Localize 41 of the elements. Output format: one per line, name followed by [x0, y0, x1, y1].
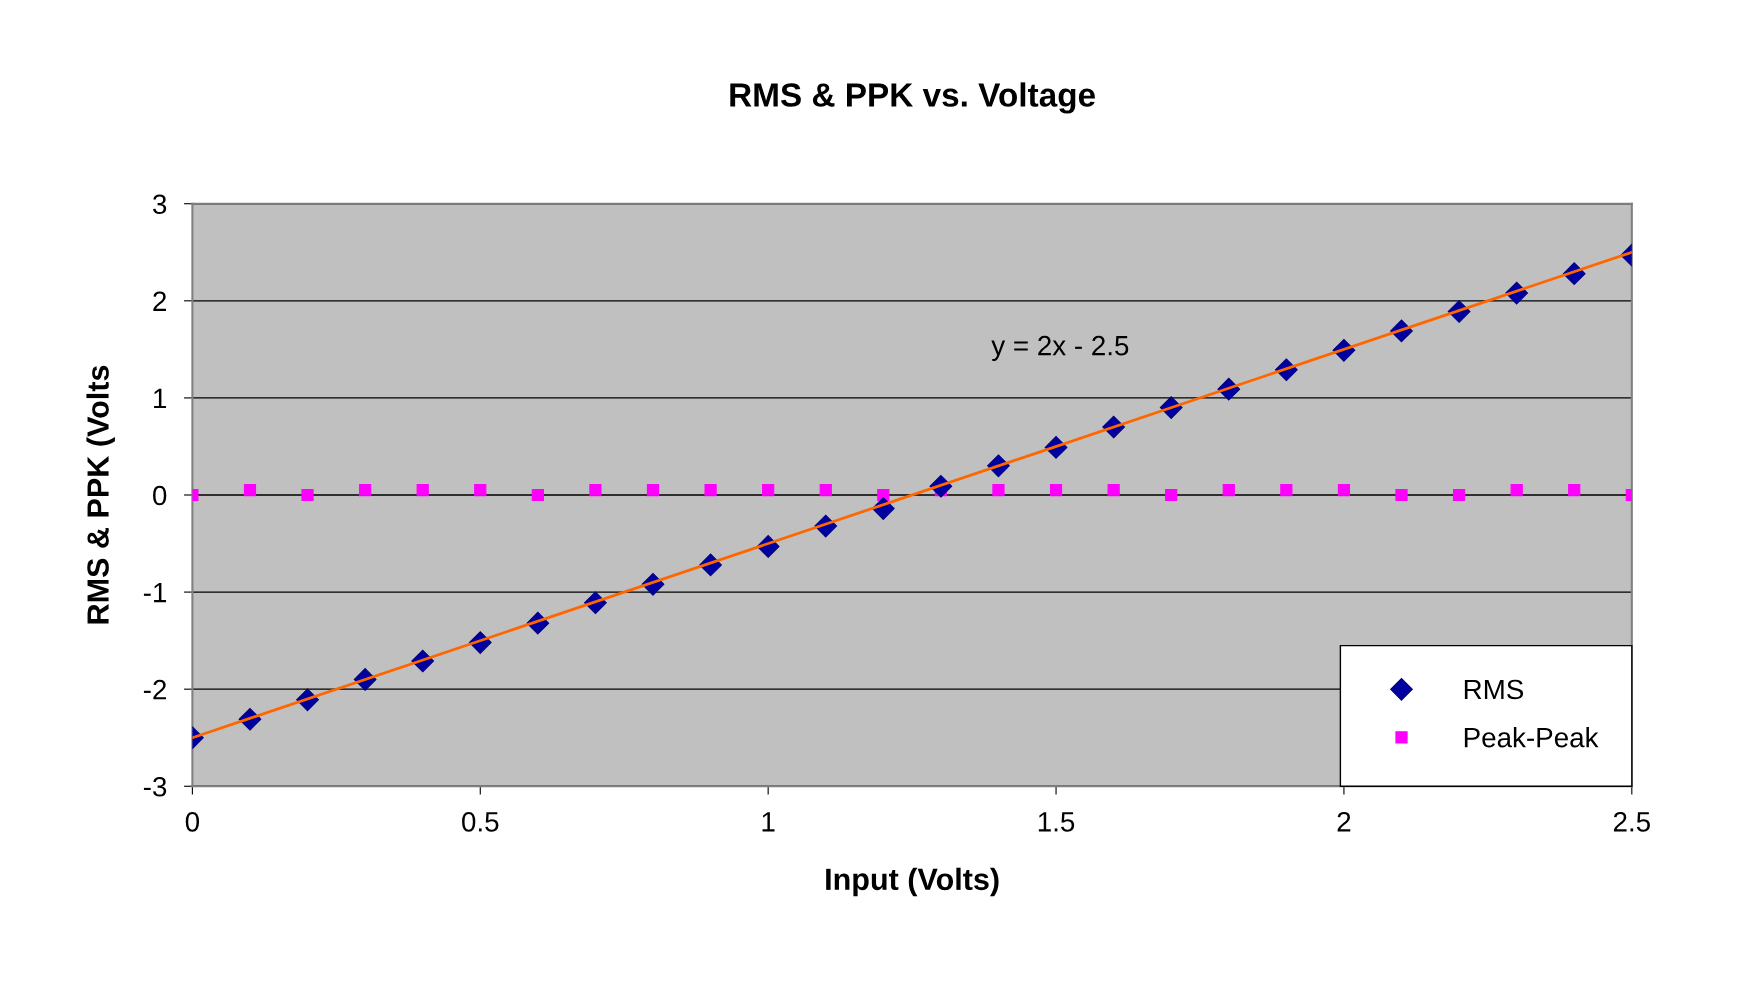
point — [416, 484, 429, 497]
point — [1222, 484, 1235, 497]
x-tick-label: 2.5 — [1613, 811, 1650, 832]
point — [704, 484, 717, 497]
point — [1107, 484, 1120, 497]
y-tick-label: -1 — [143, 583, 167, 603]
x-tick-label: 0 — [185, 811, 200, 832]
point — [589, 484, 602, 497]
point — [1395, 488, 1408, 502]
point — [1568, 484, 1581, 497]
y-tick-label: 3 — [153, 194, 167, 215]
point — [243, 484, 257, 497]
point — [474, 484, 487, 497]
legend-label: RMS — [1464, 679, 1524, 700]
y-tick-label: 1 — [154, 388, 167, 408]
point — [1049, 484, 1063, 497]
point — [531, 488, 544, 502]
x-tick-label: 2 — [1337, 811, 1351, 832]
point — [1280, 484, 1293, 497]
legend-label: Peak-Peak — [1464, 727, 1599, 748]
x-tick-label: 0.5 — [462, 811, 499, 832]
point — [992, 484, 1005, 497]
point — [819, 484, 832, 497]
point — [1452, 488, 1466, 502]
point — [762, 484, 775, 497]
y-tick-label: -3 — [143, 776, 167, 797]
x-axis-title: Input (Volts) — [826, 867, 999, 897]
chart-title: RMS & PPK vs. Voltage — [730, 82, 1095, 114]
point — [646, 484, 660, 497]
point — [1165, 488, 1178, 502]
y-tick-label: 2 — [153, 291, 166, 311]
y-axis-title: RMS & PPK (Volts — [86, 365, 115, 624]
y-tick-label: -2 — [143, 679, 166, 700]
x-tick-label: 1 — [762, 812, 775, 832]
point — [359, 484, 372, 497]
x-tick-label: 1.5 — [1038, 812, 1075, 832]
y-tick-label: 0 — [153, 485, 167, 506]
annotation: y = 2x - 2.5 — [991, 335, 1129, 361]
point — [1337, 484, 1351, 497]
point — [1510, 484, 1523, 497]
point — [301, 488, 314, 502]
